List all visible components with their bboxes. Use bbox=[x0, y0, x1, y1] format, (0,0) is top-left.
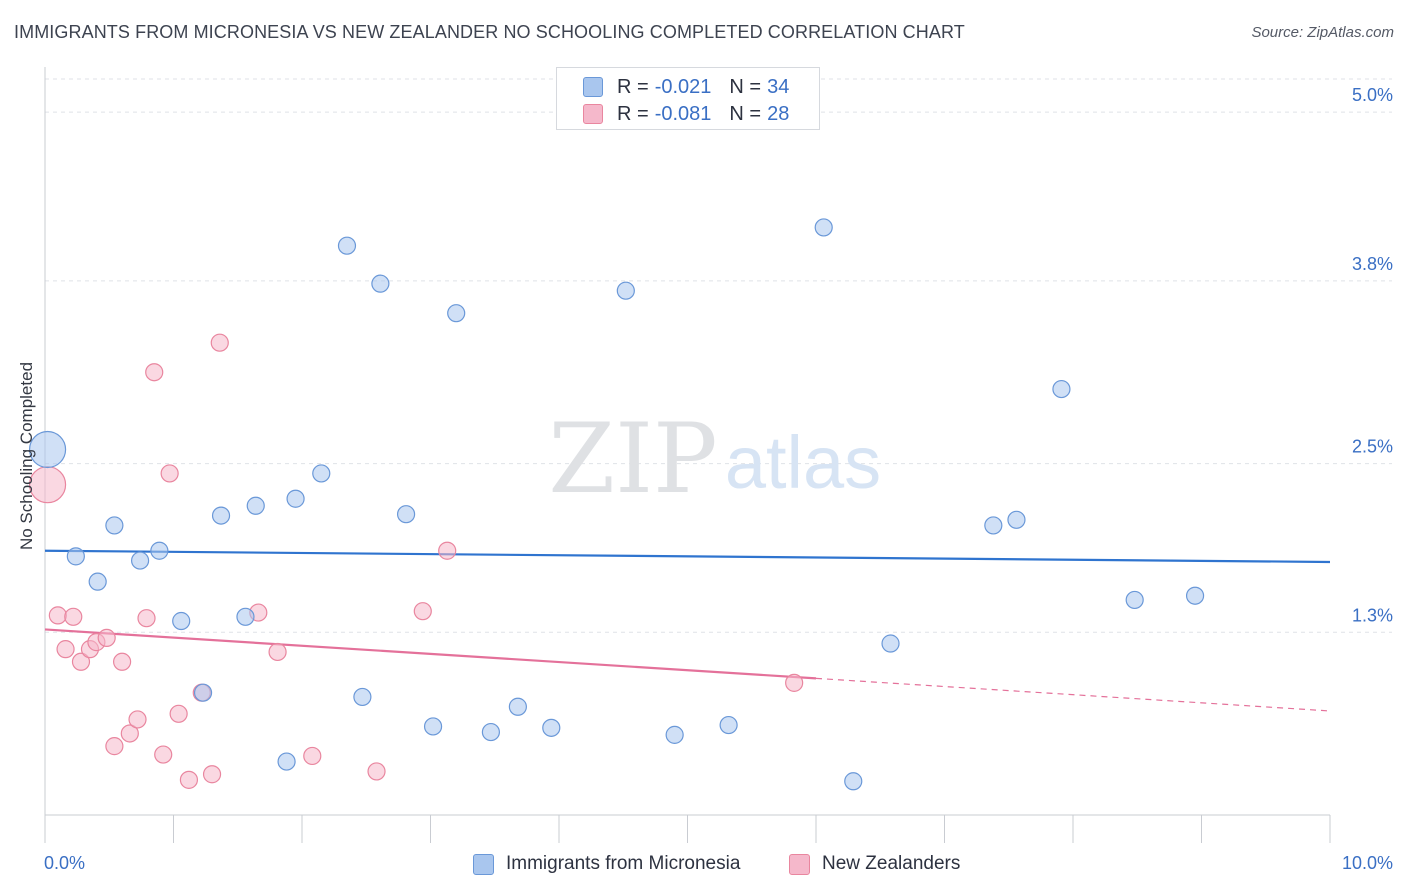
legend-n-value: 34 bbox=[767, 75, 790, 98]
data-point-micronesia bbox=[130, 551, 150, 570]
data-point-new-zealanders bbox=[48, 606, 67, 625]
trend-line-new-zealanders bbox=[44, 628, 817, 680]
data-point-new-zealanders bbox=[179, 770, 199, 789]
legend-row-micronesia: R = -0.021 N = 34 bbox=[583, 75, 789, 99]
data-point-micronesia bbox=[844, 772, 863, 791]
legend-r-value: -0.081 bbox=[654, 102, 712, 125]
points-layer bbox=[28, 218, 1205, 791]
data-point-new-zealanders bbox=[71, 652, 91, 671]
data-point-micronesia bbox=[66, 547, 85, 566]
data-point-new-zealanders bbox=[303, 746, 322, 766]
chart-title: IMMIGRANTS FROM MICRONESIA VS NEW ZEALAN… bbox=[14, 22, 965, 42]
legend-swatch-blue bbox=[583, 77, 603, 97]
data-point-micronesia bbox=[616, 281, 635, 300]
data-point-micronesia bbox=[423, 717, 443, 736]
bottom-legend-label: Immigrants from Micronesia bbox=[506, 853, 741, 874]
y-tick-label: 3.8% bbox=[1352, 254, 1393, 274]
data-point-new-zealanders bbox=[210, 333, 229, 352]
bottom-legend-micronesia: Immigrants from Micronesia bbox=[473, 852, 740, 876]
legend-n-label: N = bbox=[729, 75, 762, 98]
data-point-new-zealanders bbox=[137, 609, 156, 628]
trend-line-micronesia bbox=[44, 549, 1331, 564]
data-point-new-zealanders bbox=[154, 745, 173, 764]
data-point-micronesia bbox=[1007, 510, 1026, 529]
data-point-micronesia bbox=[337, 236, 357, 255]
chart-source: Source: ZipAtlas.com bbox=[1251, 24, 1394, 41]
trend-line-extension-new-zealanders bbox=[815, 677, 1331, 712]
legend-row-new-zealanders: R = -0.081 N = 28 bbox=[583, 102, 789, 126]
data-point-new-zealanders bbox=[367, 762, 386, 781]
data-point-new-zealanders bbox=[785, 673, 804, 692]
data-point-micronesia bbox=[481, 722, 500, 742]
data-point-micronesia bbox=[881, 634, 900, 653]
data-point-new-zealanders bbox=[56, 640, 75, 659]
correlation-legend: R = -0.021 N = 34 R = -0.081 N = 28 bbox=[556, 67, 820, 130]
trend-layer bbox=[44, 549, 1331, 712]
data-point-micronesia bbox=[371, 274, 390, 293]
legend-swatch-pink bbox=[583, 104, 603, 124]
data-point-micronesia bbox=[1185, 586, 1205, 605]
data-point-micronesia bbox=[665, 725, 684, 744]
grid-layer bbox=[45, 78, 1392, 633]
data-point-micronesia bbox=[277, 752, 296, 771]
watermark-zip: ZIP bbox=[548, 403, 717, 515]
data-point-micronesia bbox=[396, 505, 416, 524]
data-point-new-zealanders bbox=[438, 541, 457, 560]
data-point-micronesia bbox=[1125, 590, 1144, 610]
data-point-new-zealanders bbox=[64, 607, 83, 626]
data-point-micronesia bbox=[211, 506, 231, 525]
bottom-legend-swatch-pink bbox=[789, 853, 810, 875]
data-point-micronesia bbox=[193, 683, 213, 702]
data-point-micronesia bbox=[312, 464, 331, 483]
data-point-micronesia bbox=[719, 715, 738, 735]
data-point-new-zealanders bbox=[120, 724, 139, 743]
data-point-micronesia bbox=[508, 697, 527, 716]
y-tick-label: 5.0% bbox=[1352, 85, 1393, 105]
data-point-micronesia bbox=[542, 718, 561, 737]
data-point-micronesia bbox=[353, 687, 372, 707]
data-point-micronesia bbox=[286, 489, 305, 508]
data-point-micronesia bbox=[236, 607, 255, 626]
data-point-micronesia bbox=[88, 572, 107, 591]
data-point-new-zealanders bbox=[105, 737, 124, 756]
x-tick-label-max: 10.0% bbox=[1342, 853, 1393, 873]
y-tick-label: 1.3% bbox=[1352, 605, 1393, 625]
data-point-new-zealanders bbox=[128, 710, 147, 729]
data-point-new-zealanders bbox=[202, 765, 222, 784]
data-point-micronesia bbox=[984, 516, 1003, 535]
tick-label-layer: 1.3% 2.5% 3.8% 5.0% 0.0% 10.0% bbox=[44, 85, 1393, 873]
bottom-legend-new-zealanders: New Zealanders bbox=[789, 852, 960, 876]
watermark-atlas: atlas bbox=[725, 421, 881, 504]
data-point-new-zealanders bbox=[160, 464, 179, 483]
data-point-new-zealanders bbox=[169, 704, 188, 723]
data-point-new-zealanders bbox=[112, 652, 132, 671]
data-point-micronesia bbox=[150, 541, 169, 560]
bottom-legend-swatch-blue bbox=[473, 853, 494, 875]
legend-n-label: N = bbox=[729, 102, 762, 125]
data-point-micronesia bbox=[447, 304, 466, 323]
legend-n-value: 28 bbox=[767, 102, 790, 125]
bottom-legend-label: New Zealanders bbox=[822, 853, 961, 874]
y-tick-label: 2.5% bbox=[1352, 437, 1393, 457]
data-point-micronesia bbox=[1052, 379, 1071, 399]
y-axis-label: No Schooling Completed bbox=[17, 361, 36, 551]
data-point-micronesia bbox=[246, 496, 265, 515]
data-point-micronesia bbox=[28, 430, 67, 469]
data-point-micronesia bbox=[814, 218, 833, 237]
data-point-new-zealanders bbox=[145, 363, 164, 382]
legend-r-label: R = bbox=[617, 102, 649, 125]
data-point-new-zealanders bbox=[97, 628, 116, 647]
data-point-micronesia bbox=[172, 611, 191, 631]
legend-r-value: -0.021 bbox=[654, 75, 712, 98]
legend-r-label: R = bbox=[617, 75, 649, 98]
data-point-micronesia bbox=[105, 516, 124, 535]
data-point-new-zealanders bbox=[413, 602, 432, 621]
data-point-new-zealanders bbox=[268, 642, 287, 662]
x-tick-label-min: 0.0% bbox=[44, 853, 85, 873]
